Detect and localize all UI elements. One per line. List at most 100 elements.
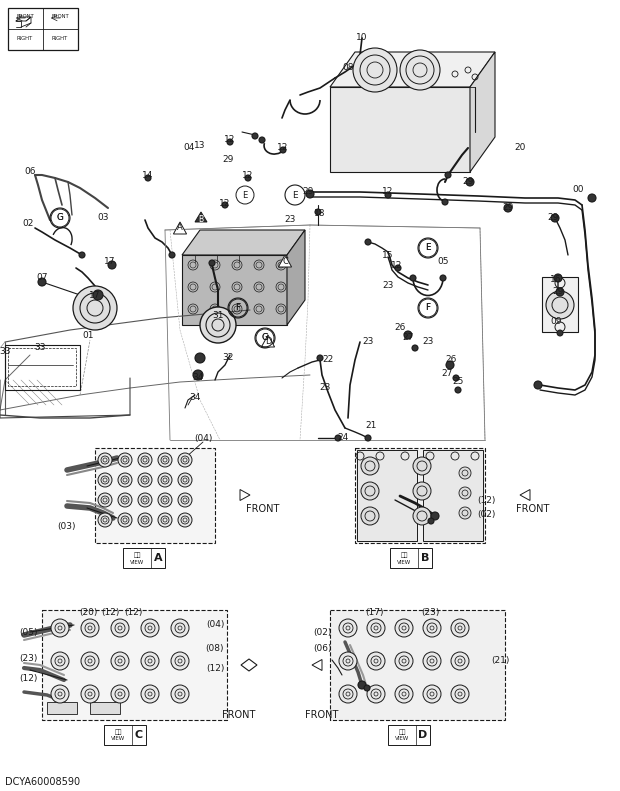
Text: 16: 16: [551, 275, 562, 285]
Text: 12: 12: [242, 171, 254, 180]
Circle shape: [108, 261, 116, 269]
Circle shape: [410, 275, 416, 281]
Text: 09: 09: [551, 317, 562, 327]
Text: D: D: [265, 338, 272, 346]
Text: FRONT: FRONT: [16, 13, 34, 18]
Text: 26: 26: [445, 355, 457, 365]
Bar: [47, 702, 77, 714]
Text: 23: 23: [285, 215, 296, 225]
Circle shape: [73, 286, 117, 330]
Text: 矢視: 矢視: [133, 552, 141, 558]
Circle shape: [413, 482, 431, 500]
Circle shape: [171, 685, 189, 703]
Text: 21: 21: [365, 421, 377, 430]
Circle shape: [367, 619, 385, 637]
Text: G: G: [57, 214, 63, 222]
Circle shape: [171, 619, 189, 637]
Circle shape: [546, 291, 574, 319]
Bar: [104, 725, 146, 745]
Text: (12): (12): [101, 607, 119, 616]
Text: FRONT: FRONT: [223, 710, 255, 720]
Text: 08: 08: [342, 63, 354, 73]
Text: 29: 29: [303, 187, 314, 196]
Circle shape: [145, 175, 151, 181]
Polygon shape: [278, 255, 291, 267]
Polygon shape: [182, 255, 287, 325]
Text: 32: 32: [223, 354, 234, 362]
Circle shape: [111, 652, 129, 670]
Text: F: F: [236, 304, 241, 312]
Circle shape: [557, 330, 563, 336]
Text: VIEW: VIEW: [111, 736, 125, 741]
Circle shape: [252, 133, 258, 139]
Circle shape: [440, 275, 446, 281]
Text: 12: 12: [383, 187, 394, 196]
Text: 23: 23: [383, 281, 394, 290]
Circle shape: [98, 493, 112, 507]
Text: 14: 14: [143, 171, 154, 180]
Circle shape: [395, 685, 413, 703]
Text: 24: 24: [337, 433, 348, 442]
Text: VIEW: VIEW: [395, 736, 409, 741]
Polygon shape: [330, 52, 495, 87]
Circle shape: [365, 239, 371, 245]
Circle shape: [395, 619, 413, 637]
Text: G: G: [262, 334, 268, 343]
Text: FRONT: FRONT: [516, 504, 550, 514]
Circle shape: [412, 345, 418, 351]
Text: 矢視: 矢視: [401, 552, 408, 558]
Circle shape: [98, 453, 112, 467]
Text: (03): (03): [58, 521, 76, 531]
Circle shape: [446, 361, 454, 369]
Circle shape: [158, 493, 172, 507]
Circle shape: [306, 190, 314, 198]
Text: (05): (05): [19, 627, 37, 637]
Circle shape: [158, 513, 172, 527]
Polygon shape: [241, 659, 257, 671]
Circle shape: [195, 353, 205, 363]
Polygon shape: [330, 87, 470, 172]
Circle shape: [451, 652, 469, 670]
Circle shape: [171, 652, 189, 670]
Bar: [90, 702, 120, 714]
Text: B: B: [421, 553, 429, 563]
Polygon shape: [287, 230, 305, 325]
Text: FRONT: FRONT: [51, 13, 69, 18]
Polygon shape: [312, 660, 322, 671]
Circle shape: [141, 685, 159, 703]
Circle shape: [81, 619, 99, 637]
Text: 29: 29: [463, 177, 474, 187]
Circle shape: [93, 290, 103, 300]
Circle shape: [385, 192, 391, 198]
Text: 31: 31: [212, 311, 224, 320]
Bar: [8, 8, 78, 50]
Circle shape: [118, 453, 132, 467]
Text: C: C: [135, 730, 143, 740]
Circle shape: [98, 513, 112, 527]
Circle shape: [98, 473, 112, 487]
Bar: [5, 345, 80, 390]
Circle shape: [158, 473, 172, 487]
Text: C: C: [282, 258, 288, 267]
Circle shape: [364, 685, 370, 691]
Circle shape: [335, 435, 341, 441]
Text: 01: 01: [82, 331, 94, 339]
Circle shape: [178, 453, 192, 467]
Circle shape: [551, 214, 559, 222]
Circle shape: [367, 652, 385, 670]
Circle shape: [138, 473, 152, 487]
Circle shape: [423, 652, 441, 670]
Circle shape: [118, 493, 132, 507]
Circle shape: [400, 50, 440, 90]
Bar: [330, 610, 505, 720]
Text: 02: 02: [22, 219, 33, 229]
Circle shape: [111, 685, 129, 703]
Text: (21): (21): [491, 656, 509, 664]
Bar: [355, 448, 485, 543]
Text: E: E: [242, 191, 247, 199]
Bar: [8, 348, 76, 386]
Text: 03: 03: [97, 214, 108, 222]
Circle shape: [222, 202, 228, 208]
Text: (12): (12): [124, 607, 142, 616]
Text: 17: 17: [104, 258, 116, 267]
